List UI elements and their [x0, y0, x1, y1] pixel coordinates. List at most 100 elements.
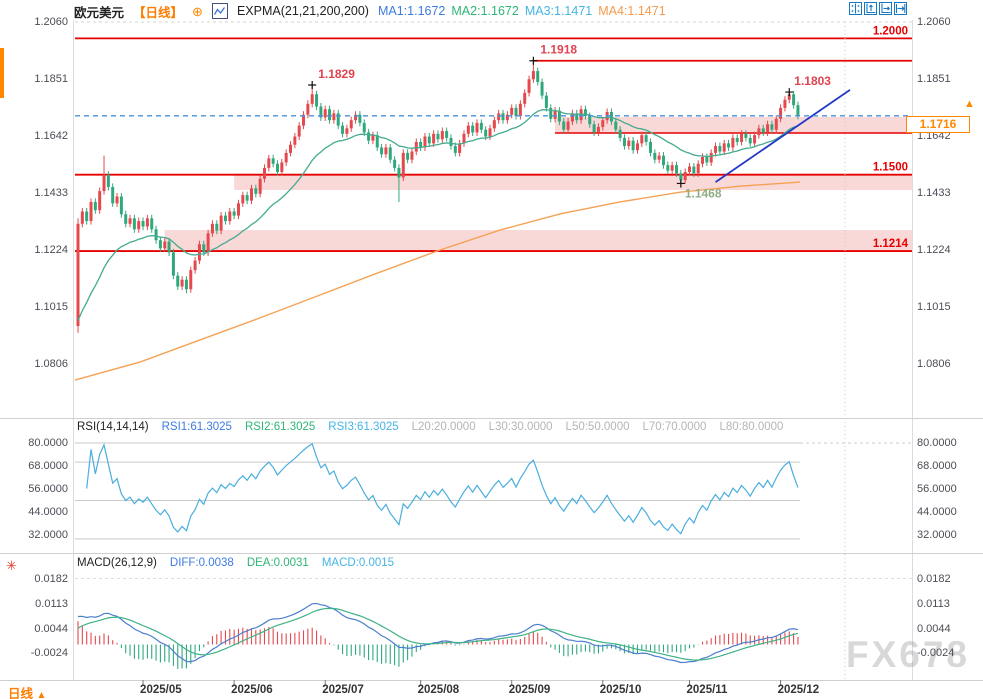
price-level-label: 1.1214 — [873, 238, 909, 250]
price-axis-tick-right: 1.0806 — [917, 357, 951, 370]
rsi-value: RSI3:61.3025 — [328, 421, 399, 433]
macd-value: DIFF:0.0038 — [169, 557, 234, 569]
rsi-axis-tick-right: 56.0000 — [917, 483, 957, 495]
rsi-axis-tick-left: 80.0000 — [28, 437, 68, 449]
rsi-axis-tick-right: 80.0000 — [917, 437, 957, 449]
price-axis-tick-left: 1.1642 — [34, 129, 68, 142]
rsi-axis-tick-right: 44.0000 — [917, 506, 957, 518]
indicator-settings-sun-icon[interactable]: ✳ — [6, 558, 17, 573]
overlay-layer: 1.2000 1.1500 1.1214 1.1829 1.1918 1.1803 1.14… — [0, 25, 983, 685]
rsi-value: RSI1:61.3025 — [161, 421, 232, 433]
timeframe-label: 日线 — [8, 687, 34, 699]
macd-value: MACD:0.0015 — [321, 557, 395, 569]
chart-toolbar — [849, 2, 907, 15]
macd-axis-tick-right: 0.0044 — [917, 622, 951, 635]
macd-histogram — [77, 621, 799, 669]
price-axis-tick-right: 1.1224 — [917, 243, 951, 256]
symbol-title: 欧元美元 — [74, 5, 125, 20]
x-axis-month-label: 2025/08 — [417, 684, 460, 696]
support-resistance-band — [234, 174, 912, 190]
annotation-label: 1.1803 — [794, 74, 831, 88]
scale-y-icon[interactable] — [864, 2, 877, 15]
price-axis-tick-right: 1.2060 — [917, 16, 951, 28]
indicator-chart-icon[interactable] — [211, 3, 228, 19]
current-price-tag: 1.1716 — [906, 116, 970, 133]
pan-right-icon[interactable] — [894, 2, 907, 15]
left-accent-stripe — [0, 48, 4, 98]
rsi-level-label: L80:80.0000 — [719, 421, 784, 433]
price-axis-tick-left: 1.1433 — [34, 186, 68, 199]
x-axis-month-label: 2025/09 — [508, 684, 551, 696]
price-level-label: 1.2000 — [873, 25, 908, 37]
macd-axis-tick-left: -0.0024 — [30, 647, 68, 660]
crosshair-grid-icon[interactable] — [849, 2, 862, 15]
watermark: FX678 — [846, 634, 971, 675]
scale-x-icon[interactable] — [879, 2, 892, 15]
price-axis-tick-left: 1.0806 — [34, 357, 68, 370]
price-layer[interactable] — [74, 60, 851, 381]
ma-legend-item: MA3:1.1471 — [524, 4, 593, 18]
macd-axis-tick-right: 0.0113 — [917, 597, 950, 610]
rsi-header: RSI(14,14,14) RSI1:61.3025 RSI2:61.3025 RSI… — [77, 421, 783, 433]
x-axis-month-label: 2025/12 — [777, 684, 820, 696]
rsi-level-label: L50:50.0000 — [565, 421, 630, 433]
macd-axis-tick-right: 0.0182 — [917, 572, 951, 585]
chart-header: 欧元美元 【日线】 ⊕ EXPMA(21,21,200,200) MA1:1.1… — [74, 2, 672, 20]
macd-axis-tick-left: 0.0182 — [34, 572, 68, 585]
rsi-axis-tick-left: 44.0000 — [28, 506, 68, 518]
rsi-value: RSI2:61.3025 — [244, 421, 316, 433]
price-axis-tick-left: 1.2060 — [34, 16, 68, 28]
annotation-cross-marker — [529, 56, 538, 65]
rsi-axis-tick-left: 56.0000 — [28, 483, 68, 495]
trend-line[interactable] — [715, 89, 851, 183]
annotation-label: 1.1829 — [318, 67, 355, 81]
annotation-cross-marker — [785, 88, 794, 97]
support-resistance-band — [555, 116, 912, 133]
rsi-axis-tick-left: 32.0000 — [28, 529, 68, 541]
x-axis-month-label: 2025/07 — [322, 684, 364, 696]
price-axis-tick-left: 1.1015 — [34, 300, 68, 313]
rsi-title: RSI(14,14,14) — [77, 421, 149, 433]
annotation-cross-marker — [676, 179, 685, 188]
circle-plus-icon[interactable]: ⊕ — [192, 3, 203, 19]
annotation-cross-marker — [308, 80, 317, 89]
ma-legend-item: MA2:1.1672 — [451, 4, 519, 18]
annotation-label: 1.1918 — [540, 43, 577, 57]
macd-title: MACD(26,12,9) — [77, 557, 157, 569]
rsi-line[interactable] — [86, 442, 799, 535]
ma-legend: MA1:1.1672 MA2:1.1672 MA3:1.1471 MA4:1.1471 — [378, 4, 672, 18]
macd-diff-line — [77, 602, 799, 664]
indicator-label: EXPMA(21,21,200,200) — [236, 4, 369, 18]
ma200-line — [74, 181, 801, 381]
candles-layer[interactable] — [76, 60, 800, 333]
ma-legend-item: MA1:1.1672 — [377, 4, 446, 18]
macd-axis-tick-right: -0.0024 — [917, 647, 955, 660]
macd-axis-tick-left: 0.0044 — [34, 622, 68, 635]
price-level-label: 1.1500 — [873, 162, 908, 174]
rsi-axis-tick-right: 68.0000 — [917, 460, 957, 472]
up-triangle-icon: ▲ — [36, 690, 47, 699]
price-axis-tick-left: 1.1851 — [34, 72, 68, 85]
x-axis-month-label: 2025/11 — [686, 684, 728, 696]
macd-header: MACD(26,12,9) DIFF:0.0038 DEA:0.0031 MACD:0… — [77, 557, 394, 569]
x-axis-month-label: 2025/06 — [231, 684, 273, 696]
price-axis-tick-right: 1.1015 — [917, 300, 951, 313]
annotation-label: 1.1468 — [685, 186, 722, 200]
rsi-level-label: L70:70.0000 — [642, 421, 707, 433]
ma-legend-item: MA4:1.1471 — [598, 4, 666, 18]
macd-axis-tick-left: 0.0113 — [35, 597, 68, 610]
x-axis-month-label: 2025/10 — [599, 684, 642, 696]
ma2-line — [77, 109, 799, 321]
timeframe-button[interactable]: 日线 ▲ — [8, 683, 46, 699]
background-layer — [73, 20, 913, 680]
support-resistance-band — [164, 230, 913, 252]
period-tag: 【日线】 — [133, 5, 184, 20]
macd-value: DEA:0.0031 — [246, 557, 309, 569]
price-axis-tick-right: 1.1851 — [917, 72, 951, 85]
rsi-level-label: L30:30.0000 — [488, 421, 553, 433]
macd-dea-line — [77, 607, 799, 661]
price-axis-tick-left: 1.1224 — [34, 243, 68, 256]
rsi-axis-tick-right: 32.0000 — [917, 529, 957, 541]
